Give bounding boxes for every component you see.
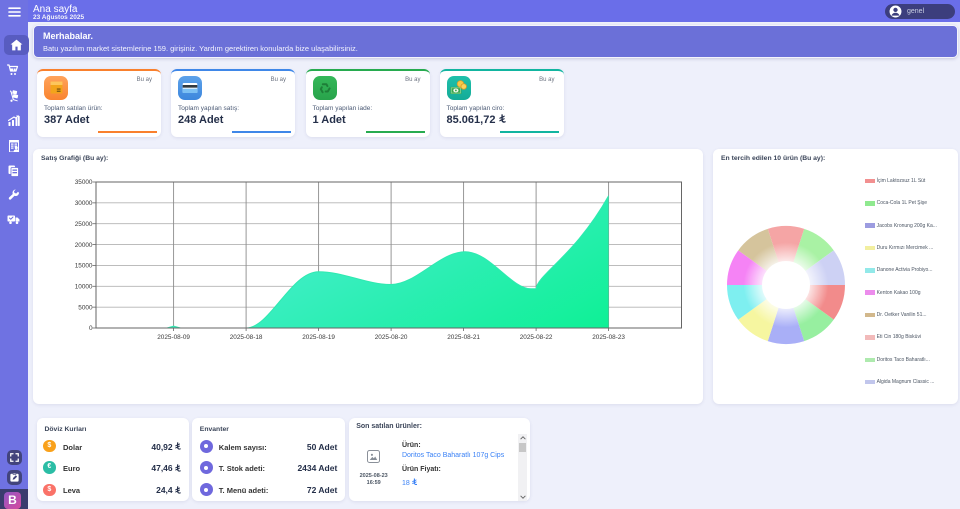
svg-text:15000: 15000 <box>75 263 93 270</box>
svg-text:2025-08-21: 2025-08-21 <box>447 334 480 341</box>
svg-text:25000: 25000 <box>75 221 93 228</box>
svg-text:2025-08-22: 2025-08-22 <box>520 334 553 341</box>
svg-text:5000: 5000 <box>78 304 93 311</box>
svg-text:2025-08-19: 2025-08-19 <box>302 334 335 341</box>
svg-text:10000: 10000 <box>75 283 93 290</box>
svg-text:2025-08-09: 2025-08-09 <box>157 334 190 341</box>
svg-text:35000: 35000 <box>75 179 93 186</box>
svg-text:2025-08-20: 2025-08-20 <box>375 334 408 341</box>
svg-text:20000: 20000 <box>75 242 93 249</box>
svg-text:30000: 30000 <box>75 200 93 207</box>
svg-text:2025-08-18: 2025-08-18 <box>230 334 263 341</box>
svg-text:2025-08-23: 2025-08-23 <box>592 334 625 341</box>
svg-text:0: 0 <box>89 325 93 332</box>
